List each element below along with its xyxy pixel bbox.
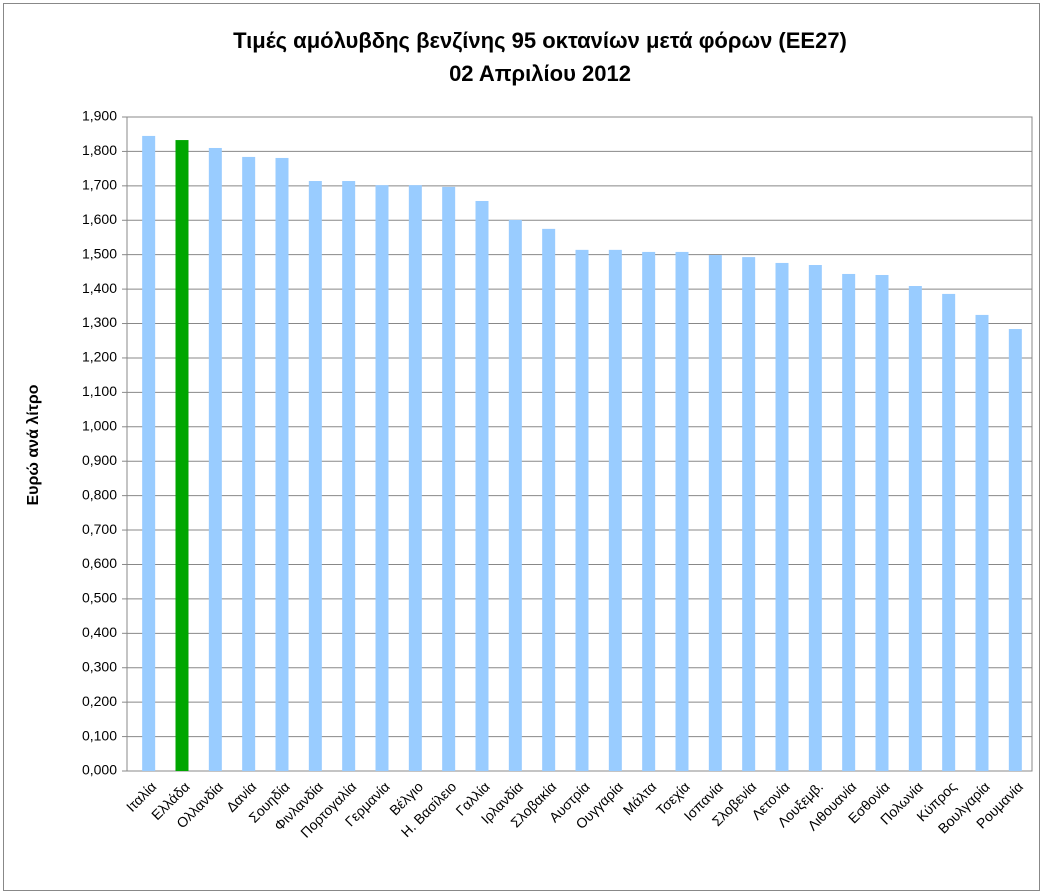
y-tick-label: 1,700 xyxy=(82,177,117,193)
y-tick-label: 1,600 xyxy=(82,211,117,227)
bar xyxy=(708,255,722,771)
y-tick-label: 0,100 xyxy=(82,727,117,743)
y-tick-label: 1,400 xyxy=(82,280,117,296)
bar xyxy=(908,286,922,771)
y-tick-label: 1,800 xyxy=(82,142,117,158)
bar xyxy=(742,257,756,771)
y-tick-label: 1,300 xyxy=(82,314,117,330)
y-tick-label: 0,800 xyxy=(82,486,117,502)
y-tick-label: 1,100 xyxy=(82,383,117,399)
y-tick-label: 0,200 xyxy=(82,693,117,709)
bar xyxy=(575,249,589,772)
bar xyxy=(175,140,189,771)
y-tick-label: 1,500 xyxy=(82,245,117,261)
y-tick-label: 0,300 xyxy=(82,658,117,674)
bar xyxy=(508,219,522,771)
bar xyxy=(242,156,256,772)
y-tick-label: 1,900 xyxy=(82,108,117,124)
bar xyxy=(775,262,789,771)
y-tick-label: 0,600 xyxy=(82,555,117,571)
y-tick-label: 0,400 xyxy=(82,624,117,640)
bar xyxy=(308,181,322,771)
bar xyxy=(342,181,356,771)
bar xyxy=(408,185,422,771)
bar xyxy=(808,265,822,771)
bar xyxy=(942,293,956,771)
y-tick-label: 1,200 xyxy=(82,349,117,365)
bar xyxy=(442,186,456,771)
bar xyxy=(975,314,989,771)
bar xyxy=(142,135,156,771)
chart-subtitle: 02 Απριλίου 2012 xyxy=(449,61,631,86)
bar xyxy=(842,273,856,771)
bar xyxy=(475,200,489,771)
y-tick-label: 0,700 xyxy=(82,521,117,537)
bar xyxy=(542,228,556,772)
bar xyxy=(875,274,889,771)
y-tick-label: 0,000 xyxy=(82,762,117,778)
bar xyxy=(275,157,289,771)
bar xyxy=(1008,329,1022,771)
bar xyxy=(208,147,222,771)
bar xyxy=(375,185,389,771)
y-tick-label: 0,900 xyxy=(82,452,117,468)
y-axis-label: Ευρώ ανά λίτρο xyxy=(25,384,42,505)
chart-title: Τιμές αμόλυβδης βενζίνης 95 οκτανίων μετ… xyxy=(233,28,847,53)
bar xyxy=(642,251,656,771)
bar xyxy=(608,249,622,772)
y-tick-label: 1,000 xyxy=(82,417,117,433)
y-tick-label: 0,500 xyxy=(82,590,117,606)
bar xyxy=(675,251,689,771)
